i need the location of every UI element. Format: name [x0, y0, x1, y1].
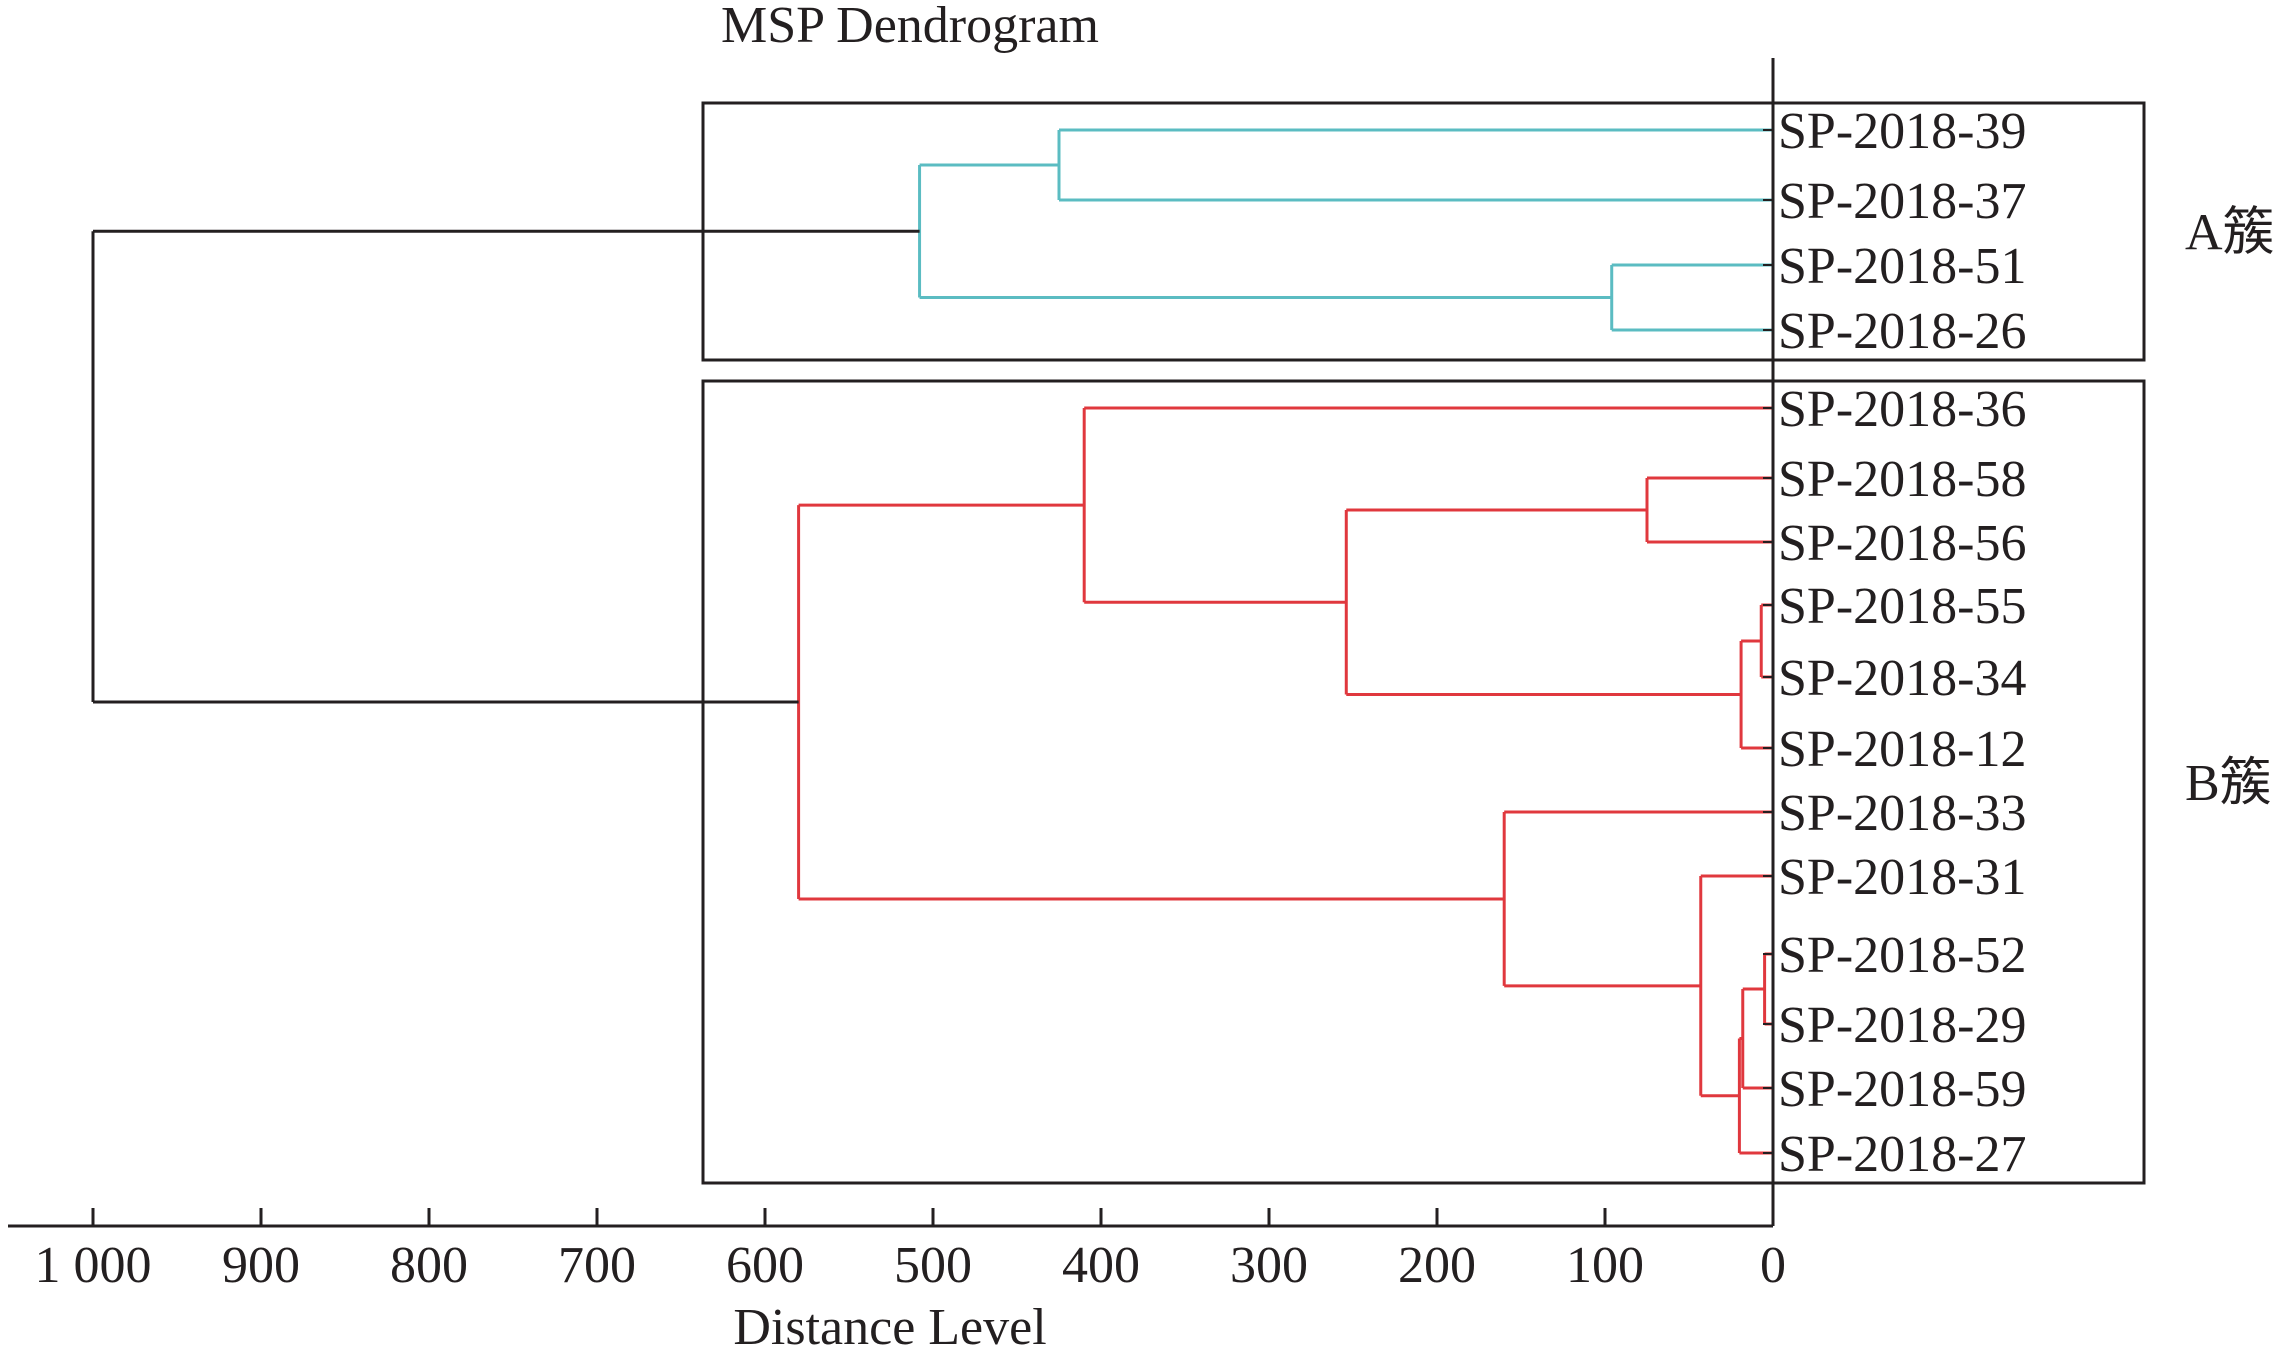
x-tick-label: 300: [1230, 1237, 1308, 1294]
x-tick-label: 100: [1566, 1237, 1644, 1294]
leaf-label: SP-2018-51: [1778, 238, 2026, 295]
leaf-label: SP-2018-31: [1778, 849, 2026, 906]
x-tick-label: 900: [222, 1237, 300, 1294]
cluster-labels: A簇 B簇: [2185, 205, 2275, 813]
x-tick-label: 800: [390, 1237, 468, 1294]
leaf-label: SP-2018-34: [1778, 650, 2026, 707]
cluster-box: [701, 379, 2146, 1185]
x-tick-label: 500: [894, 1237, 972, 1294]
x-tick-label: 0: [1760, 1237, 1786, 1294]
leaf-label: SP-2018-26: [1778, 303, 2026, 360]
chart-title: MSP Dendrogram: [721, 0, 1099, 54]
x-tick-label: 1 000: [35, 1237, 152, 1294]
x-tick-label: 400: [1062, 1237, 1140, 1294]
x-axis-label: Distance Level: [733, 1299, 1046, 1347]
leaf-label: SP-2018-52: [1778, 927, 2026, 984]
leaf-label: SP-2018-36: [1778, 381, 2026, 438]
leaf-label: SP-2018-37: [1778, 173, 2026, 230]
leaf-label: SP-2018-56: [1778, 515, 2026, 572]
cluster-label: B簇: [2185, 755, 2272, 812]
dendrogram-tree: [91, 128, 1773, 1155]
leaf-label: SP-2018-12: [1778, 721, 2026, 778]
x-axis: 1 000 900 800 700 600 500 400 300 200 100 0: [8, 58, 1786, 1294]
leaf-labels: SP-2018-39 SP-2018-37 SP-2018-51 SP-2018-26…: [1778, 103, 2026, 1183]
leaf-label: SP-2018-27: [1778, 1126, 2026, 1183]
x-tick-label: 700: [558, 1237, 636, 1294]
leaf-label: SP-2018-58: [1778, 451, 2026, 508]
x-tick-label: 600: [726, 1237, 804, 1294]
leaf-label: SP-2018-39: [1778, 103, 2026, 160]
x-tick-label: 200: [1398, 1237, 1476, 1294]
leaf-label: SP-2018-55: [1778, 578, 2026, 635]
cluster-label: A簇: [2185, 205, 2275, 262]
leaf-label: SP-2018-59: [1778, 1061, 2026, 1118]
leaf-label: SP-2018-33: [1778, 785, 2026, 842]
leaf-label: SP-2018-29: [1778, 997, 2026, 1054]
